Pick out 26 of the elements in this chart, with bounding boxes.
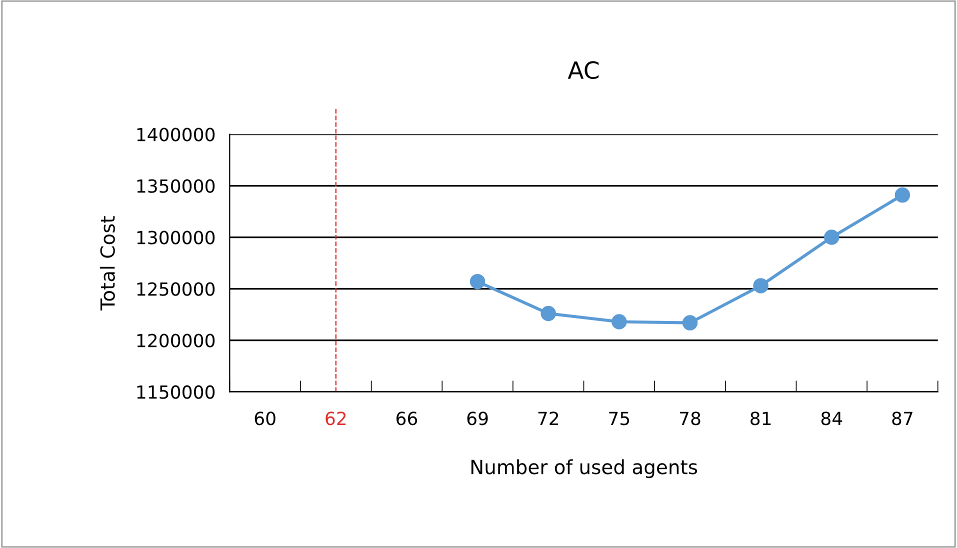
point bbox=[894, 187, 910, 203]
y-tick-label: 1150000 bbox=[137, 385, 215, 399]
point bbox=[753, 278, 768, 294]
x-axis-title: Number of used agents bbox=[471, 459, 698, 478]
x-tick-label: 69 bbox=[467, 412, 488, 426]
point bbox=[612, 314, 627, 330]
x-tick-label: 81 bbox=[750, 412, 771, 426]
x-tick-label: 60 bbox=[254, 412, 276, 426]
point bbox=[824, 230, 840, 245]
y-tick-label: 1200000 bbox=[137, 334, 215, 348]
x-tick-label: 87 bbox=[892, 412, 912, 426]
x-tick-label: 75 bbox=[609, 412, 630, 426]
y-tick-label: 1350000 bbox=[137, 179, 215, 193]
point bbox=[682, 315, 698, 330]
y-tick-label: 1400000 bbox=[137, 128, 215, 142]
point bbox=[470, 274, 486, 290]
x-tick-label: 62 bbox=[326, 412, 346, 426]
x-tick-label: 66 bbox=[396, 412, 418, 426]
point bbox=[540, 306, 556, 322]
x-tick-label: 84 bbox=[821, 412, 842, 426]
y-tick-label: 1300000 bbox=[137, 230, 215, 244]
chart-title: AC bbox=[568, 61, 599, 80]
x-tick-label: 78 bbox=[680, 412, 700, 426]
x-tick-label: 72 bbox=[538, 412, 558, 425]
y-axis-title: Total Cost bbox=[100, 216, 115, 311]
y-tick-label: 1250000 bbox=[137, 282, 215, 296]
